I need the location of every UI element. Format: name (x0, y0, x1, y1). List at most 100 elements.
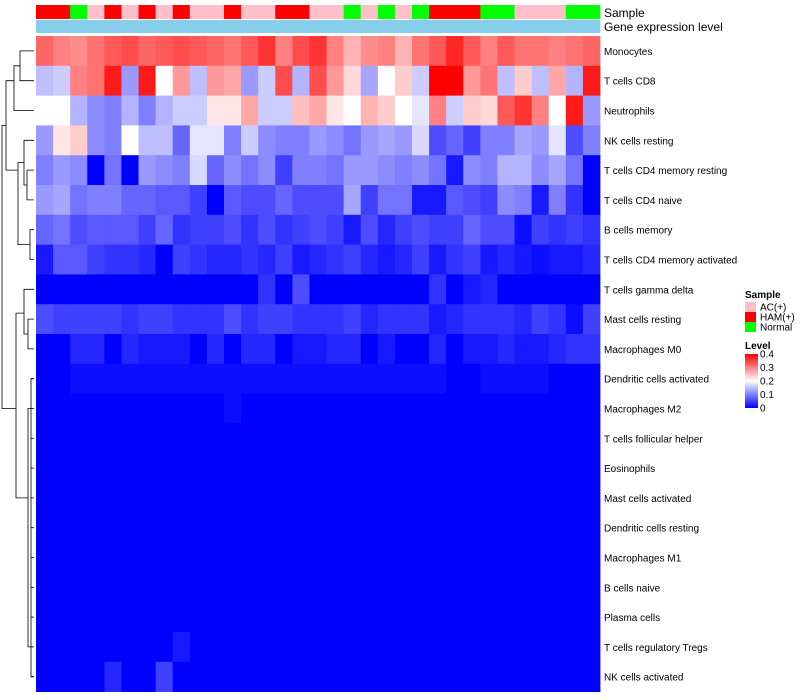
heatmap-cell (172, 125, 191, 156)
legend-level-tick: 0.2 (760, 377, 774, 388)
heatmap-cell (121, 155, 139, 186)
heatmap-cell (104, 542, 122, 573)
heatmap-cell (582, 423, 601, 454)
heatmap-cell (36, 572, 54, 603)
dendrogram-branch (13, 65, 34, 111)
heatmap-cell (241, 483, 259, 514)
heatmap-cell (377, 453, 396, 484)
heatmap-cell (326, 632, 345, 663)
heatmap-cell (241, 185, 259, 216)
heatmap-cell (343, 661, 362, 692)
heatmap-cell (326, 95, 345, 126)
heatmap-cell (531, 65, 550, 96)
heatmap-cell (412, 65, 430, 96)
heatmap-cell (309, 244, 327, 275)
heatmap-cell (480, 661, 498, 692)
heatmap-cell (343, 572, 362, 603)
heatmap-cell (292, 36, 310, 67)
heatmap-cell (292, 334, 310, 365)
heatmap-cell (36, 125, 54, 156)
heatmap-cell (377, 95, 396, 126)
heatmap-cell (343, 334, 362, 365)
heatmap-cell (582, 602, 601, 633)
heatmap-cell (275, 423, 293, 454)
heatmap-cell (377, 304, 396, 335)
heatmap-cell (531, 512, 550, 543)
dendrogram-branch (26, 169, 34, 201)
heatmap-cell (53, 453, 71, 484)
heatmap-cell (377, 423, 396, 454)
gene-expression-annotation-cell (121, 20, 139, 33)
heatmap-cell (138, 661, 157, 692)
gene-expression-annotation-cell (309, 20, 327, 33)
heatmap-cell (582, 244, 601, 275)
heatmap-cell (275, 542, 293, 573)
heatmap-cell (548, 185, 567, 216)
heatmap-cell (241, 244, 259, 275)
heatmap-cell (104, 274, 122, 305)
heatmap-cell (87, 423, 105, 454)
heatmap-cell (292, 125, 310, 156)
heatmap-cell (548, 65, 567, 96)
heatmap-cell (565, 363, 584, 394)
heatmap-cell (446, 185, 464, 216)
heatmap-cell (53, 244, 71, 275)
heatmap-cell (514, 244, 533, 275)
heatmap-cell (463, 363, 481, 394)
heatmap-cell (206, 512, 225, 543)
heatmap-cell (104, 363, 122, 394)
heatmap-cell (309, 36, 327, 67)
heatmap-cell (497, 334, 515, 365)
heatmap-cell (104, 65, 122, 96)
heatmap-cell (53, 363, 71, 394)
heatmap-cell (258, 602, 276, 633)
heatmap-cell (565, 214, 584, 245)
heatmap-cell (377, 572, 396, 603)
heatmap-cell (87, 512, 105, 543)
row-label: Mast cells activated (604, 494, 691, 505)
heatmap-cell (531, 244, 550, 275)
heatmap-cell (343, 632, 362, 663)
heatmap-cell (360, 572, 379, 603)
heatmap-cell (565, 602, 584, 633)
heatmap-cell (582, 65, 601, 96)
row-label: NK cells resting (604, 136, 673, 147)
heatmap-cell (360, 185, 379, 216)
gene-expression-annotation-cell (87, 20, 105, 33)
heatmap-cell (394, 363, 413, 394)
sample-annotation-cell (394, 5, 413, 19)
heatmap-cell (326, 125, 345, 156)
heatmap-cell (36, 274, 54, 305)
heatmap-cell (87, 125, 105, 156)
heatmap-cell (480, 423, 498, 454)
sample-annotation-cell (172, 5, 191, 19)
heatmap-cell (189, 95, 208, 126)
heatmap-cell (70, 65, 88, 96)
heatmap-cell (87, 661, 105, 692)
heatmap-cell (275, 363, 293, 394)
heatmap-cell (275, 334, 293, 365)
heatmap-cell (121, 334, 139, 365)
heatmap-cell (292, 572, 310, 603)
heatmap-cell (446, 423, 464, 454)
heatmap-cell (394, 572, 413, 603)
heatmap-cell (70, 95, 88, 126)
heatmap-cell (36, 602, 54, 633)
heatmap-cell (480, 244, 498, 275)
heatmap-cell (463, 36, 481, 67)
heatmap-cell (394, 393, 413, 424)
heatmap-cell (172, 453, 191, 484)
heatmap-cell (172, 542, 191, 573)
sample-annotation-cell (189, 5, 208, 19)
dendrogram-branch (27, 318, 34, 350)
gene-expression-annotation-cell (155, 20, 174, 33)
gene-expression-annotation-cell (275, 20, 293, 33)
heatmap-cell (309, 512, 327, 543)
heatmap-cell (480, 155, 498, 186)
heatmap-cell (565, 334, 584, 365)
heatmap-cell (565, 155, 584, 186)
heatmap-cell (70, 632, 88, 663)
heatmap-cell (138, 602, 157, 633)
heatmap-cell (360, 125, 379, 156)
heatmap-cell (394, 512, 413, 543)
